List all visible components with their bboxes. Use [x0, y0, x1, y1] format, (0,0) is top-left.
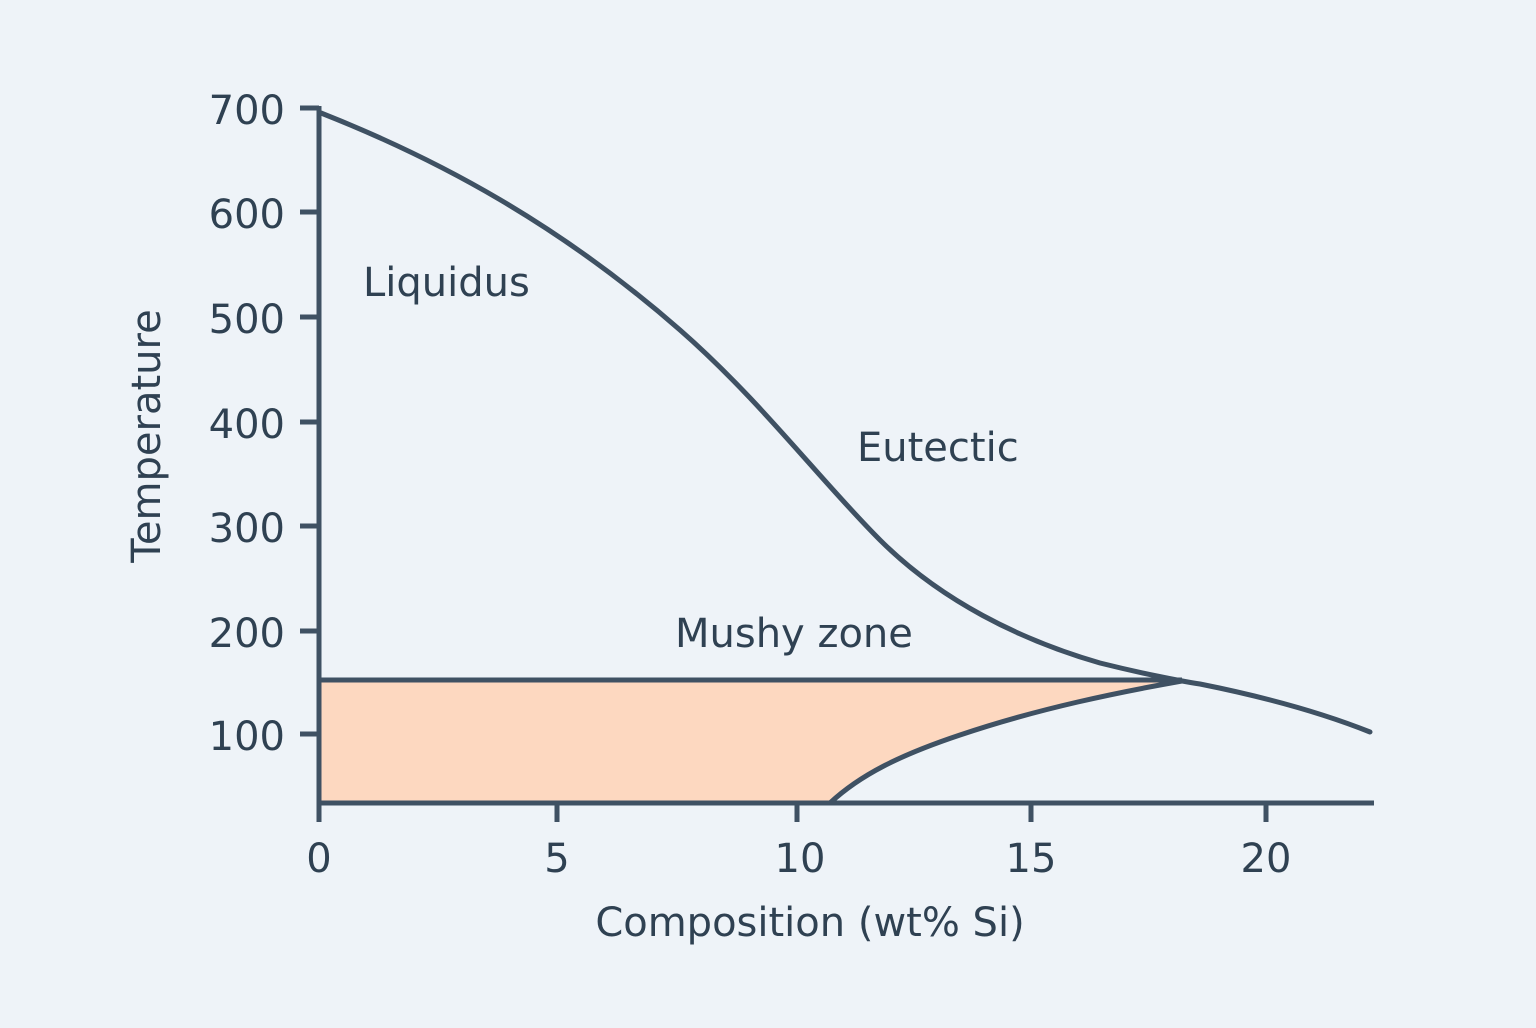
x-ticks	[554, 803, 1269, 822]
eutectic-label: Eutectic	[857, 425, 1019, 471]
y-axis-title: Temperature	[124, 309, 170, 563]
x-tick-label: 5	[544, 836, 569, 882]
y-tick-label: 500	[209, 297, 285, 343]
y-tick-label: 600	[209, 192, 285, 238]
mushy-zone-region	[321, 681, 1180, 803]
x-tick-label: 15	[1006, 836, 1057, 882]
y-ticks	[300, 105, 319, 737]
y-tick-label: 700	[209, 88, 285, 134]
y-tick-label: 100	[209, 714, 285, 760]
y-tick-label: 300	[209, 506, 285, 552]
x-tick-label: 0	[306, 836, 331, 882]
solidus-curve	[827, 678, 1185, 806]
x-axis-title: Composition (wt% Si)	[595, 900, 1024, 946]
y-tick-label: 200	[209, 611, 285, 657]
liquidus-label: Liquidus	[363, 260, 530, 306]
liquidus-curve	[318, 110, 1373, 735]
mushy-zone-label: Mushy zone	[675, 611, 913, 657]
x-tick-label: 20	[1241, 836, 1292, 882]
x-tick-label: 10	[775, 836, 826, 882]
y-tick-label: 400	[209, 402, 285, 448]
